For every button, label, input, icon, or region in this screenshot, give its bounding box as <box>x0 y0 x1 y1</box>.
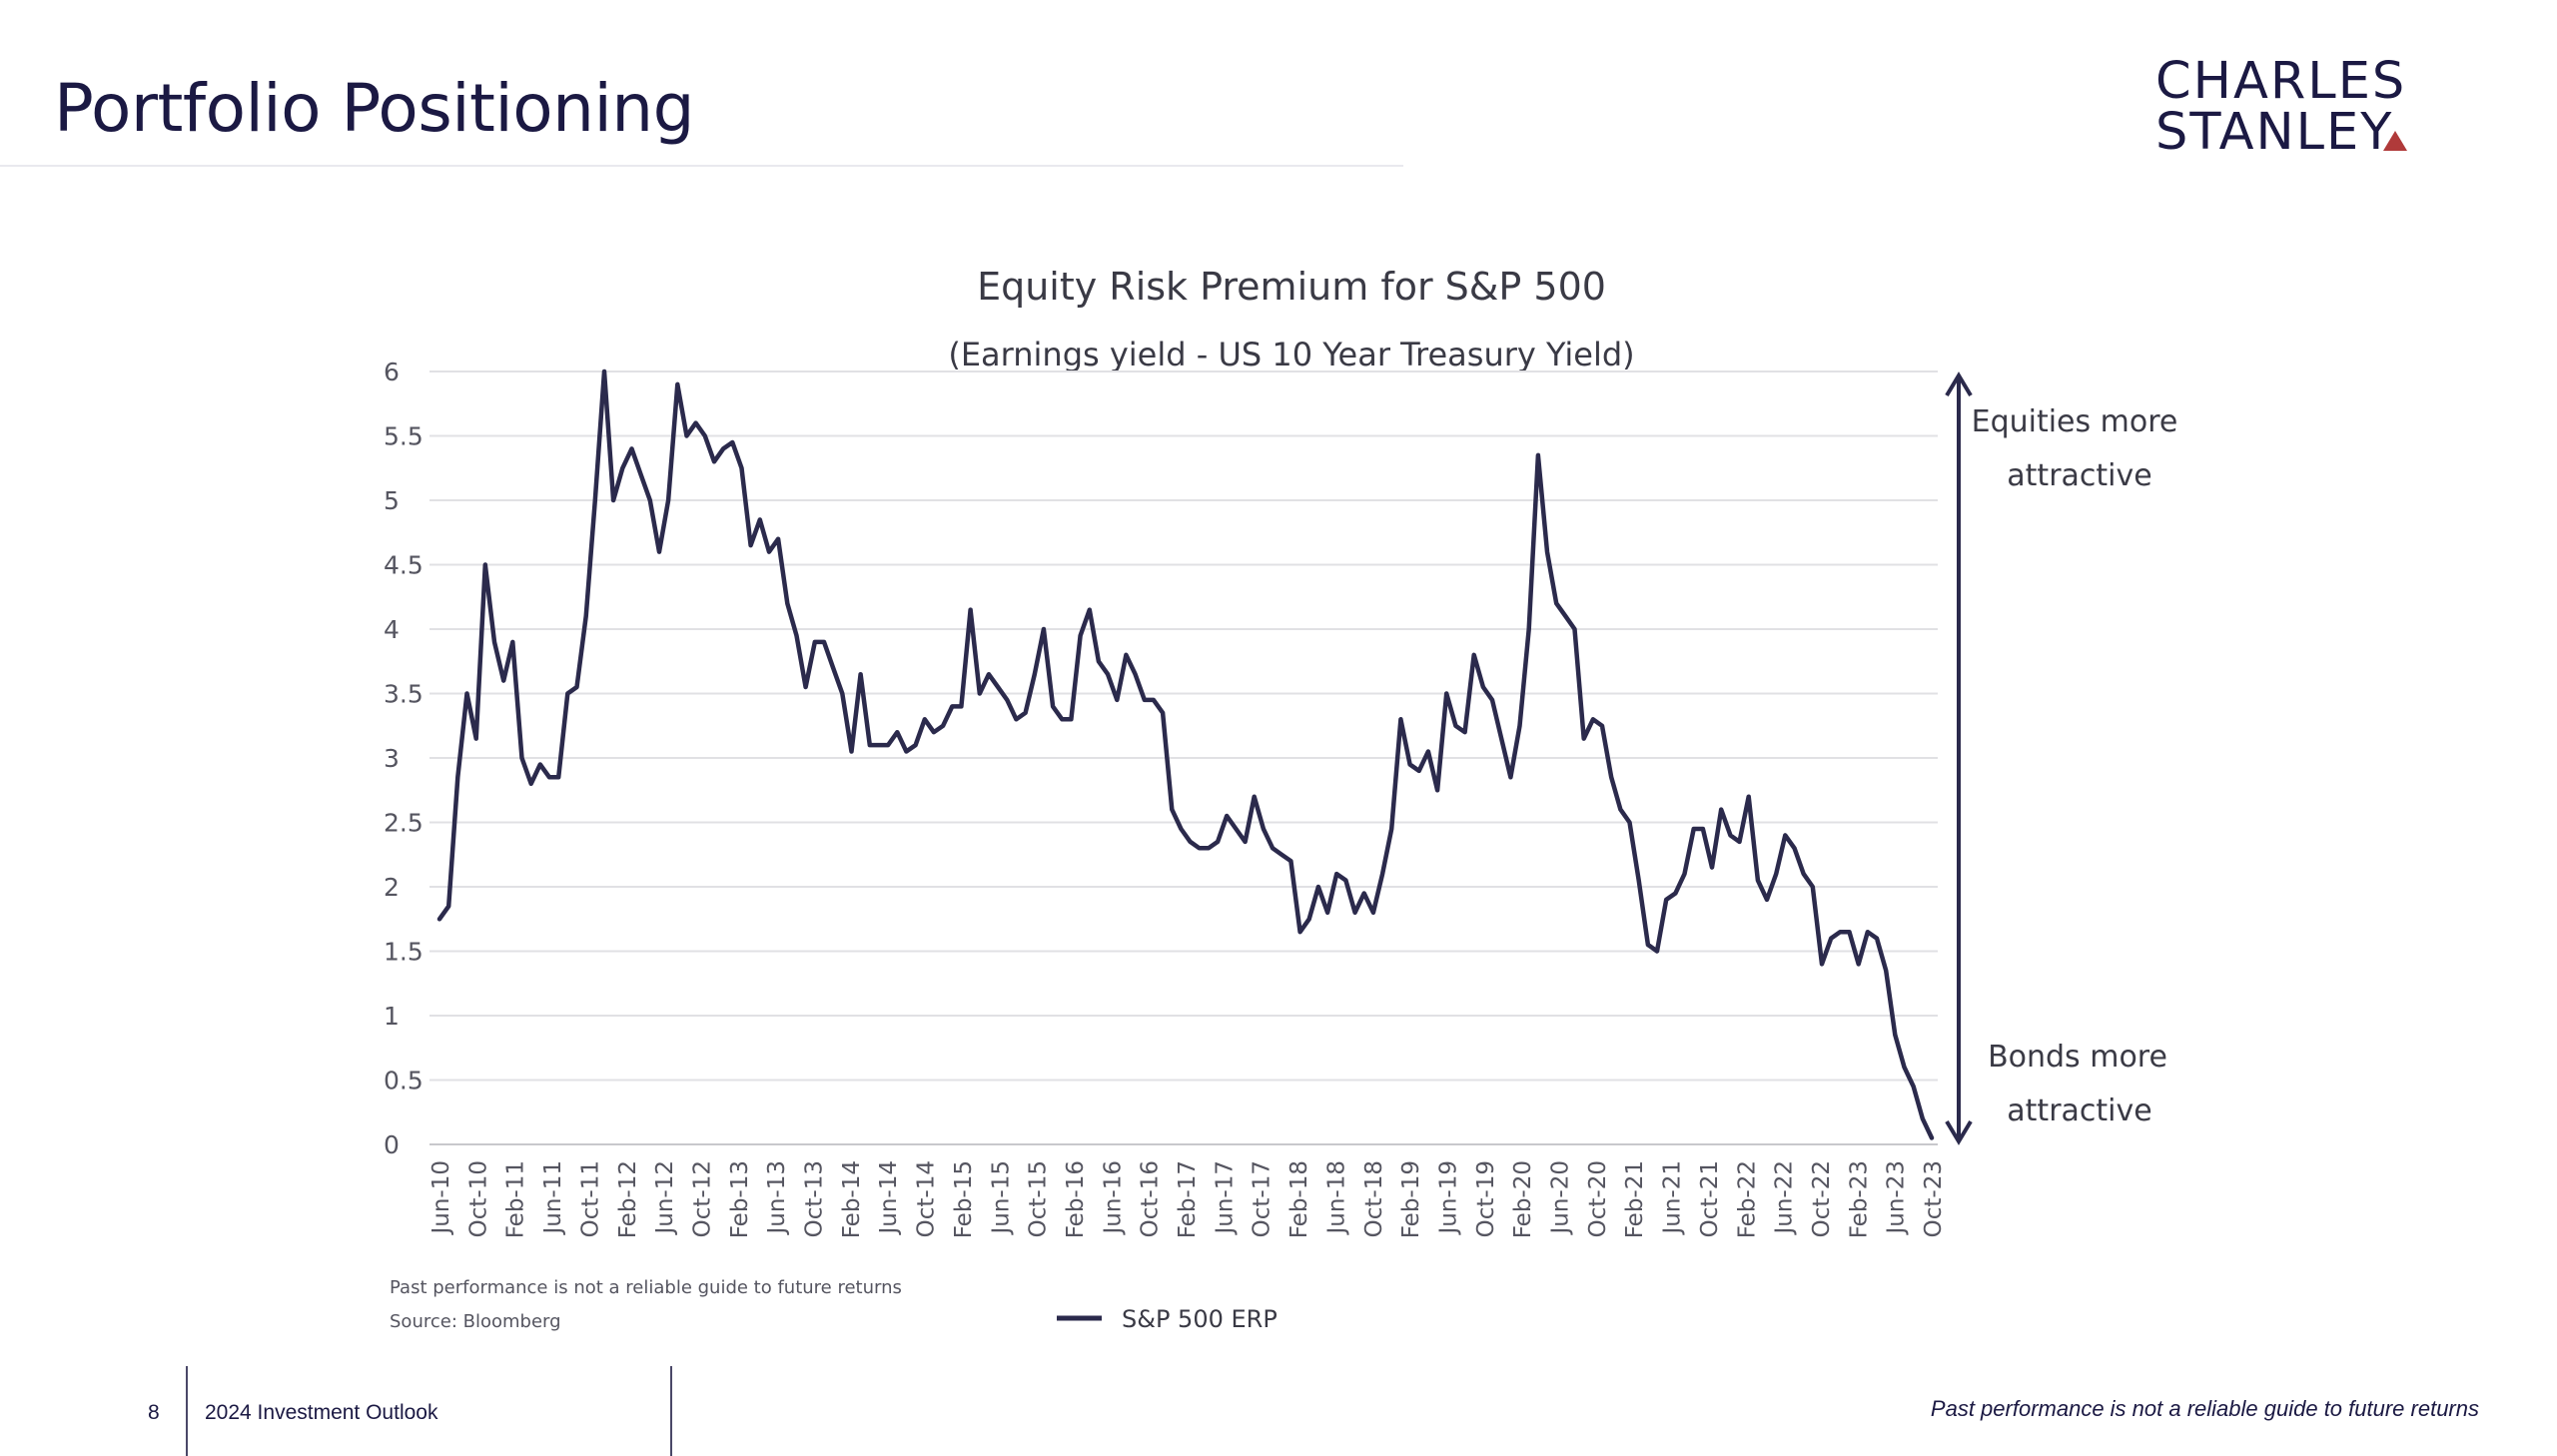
x-tick-label: Jun-23 <box>1884 1160 1910 1236</box>
annotation-bonds-line1: Bonds more <box>1988 1040 2167 1075</box>
document-title: 2024 Investment Outlook <box>205 1401 438 1424</box>
footer-divider-left <box>186 1366 188 1456</box>
x-tick-label: Feb-11 <box>503 1160 529 1238</box>
y-tick-label: 2 <box>384 873 400 902</box>
x-tick-label: Oct-11 <box>577 1160 603 1237</box>
page-number: 8 <box>148 1401 160 1424</box>
y-tick-label: 0 <box>384 1130 400 1159</box>
x-tick-label: Oct-20 <box>1585 1160 1611 1237</box>
x-tick-label: Jun-18 <box>1323 1160 1349 1236</box>
x-tick-label: Oct-23 <box>1921 1160 1947 1237</box>
x-tick-label: Oct-19 <box>1473 1160 1499 1237</box>
footer-disclaimer: Past performance is not a reliable guide… <box>1930 1396 2479 1421</box>
logo-line-2: STANLEY <box>2155 103 2394 162</box>
x-tick-label: Jun-11 <box>540 1160 566 1236</box>
y-tick-label: 4.5 <box>384 551 424 580</box>
chart-subtitle: (Earnings yield - US 10 Year Treasury Yi… <box>948 336 1634 373</box>
x-tick-label: Jun-14 <box>876 1160 902 1236</box>
direction-arrow <box>1945 371 1973 1145</box>
x-tick-label: Feb-13 <box>727 1160 753 1238</box>
x-tick-label: Jun-19 <box>1435 1160 1461 1236</box>
x-tick-label: Oct-18 <box>1361 1160 1387 1237</box>
x-tick-label: Feb-14 <box>839 1160 865 1238</box>
annotation-equities-line2: attractive <box>2007 458 2151 493</box>
y-tick-label: 3.5 <box>384 680 424 709</box>
charles-stanley-logo: CHARLES STANLEY <box>2155 56 2425 158</box>
legend-label: S&P 500 ERP <box>1122 1305 1278 1333</box>
y-tick-label: 1.5 <box>384 938 424 967</box>
x-tick-label: Jun-20 <box>1548 1160 1574 1236</box>
x-tick-label: Feb-18 <box>1286 1160 1312 1238</box>
x-tick-label: Feb-12 <box>615 1160 641 1238</box>
y-tick-label: 0.5 <box>384 1067 424 1095</box>
x-tick-label: Feb-21 <box>1622 1160 1648 1238</box>
series-line-sp500-erp <box>436 368 1935 1140</box>
y-axis-ticks: 0 0.5 1 1.5 2 2.5 3 3.5 4 4.5 5 5.5 6 <box>384 358 424 1159</box>
x-tick-label: Feb-17 <box>1175 1160 1201 1238</box>
annotation-bonds-line2: attractive <box>2007 1093 2151 1128</box>
x-tick-label: Oct-12 <box>689 1160 715 1237</box>
x-tick-label: Oct-21 <box>1697 1160 1723 1237</box>
logo-triangle-icon <box>2383 131 2407 151</box>
x-tick-label: Oct-13 <box>802 1160 828 1237</box>
x-tick-label: Jun-15 <box>988 1160 1014 1236</box>
x-tick-label: Oct-15 <box>1026 1160 1052 1237</box>
y-tick-label: 2.5 <box>384 809 424 838</box>
x-tick-label: Jun-16 <box>1100 1160 1126 1236</box>
x-tick-label: Oct-14 <box>914 1160 940 1237</box>
x-tick-label: Feb-16 <box>1063 1160 1089 1238</box>
y-tick-label: 5 <box>384 486 400 515</box>
page-title: Portfolio Positioning <box>54 70 695 147</box>
logo-line-1: CHARLES <box>2155 52 2407 111</box>
x-tick-label: Oct-10 <box>465 1160 491 1237</box>
chart-source: Source: Bloomberg <box>390 1311 561 1332</box>
y-tick-label: 1 <box>384 1002 400 1031</box>
x-tick-label: Feb-15 <box>951 1160 977 1238</box>
x-tick-label: Jun-13 <box>764 1160 790 1236</box>
x-tick-label: Jun-17 <box>1212 1160 1238 1236</box>
x-tick-label: Oct-17 <box>1250 1160 1276 1237</box>
annotation-equities-line1: Equities more <box>1972 404 2178 439</box>
erp-line-chart: Equity Risk Premium for S&P 500 (Earning… <box>384 265 2178 1333</box>
x-tick-label: Jun-22 <box>1772 1160 1798 1236</box>
x-tick-label: Feb-22 <box>1734 1160 1760 1238</box>
x-tick-label: Jun-10 <box>428 1160 454 1236</box>
x-axis-ticks: Jun-10 Oct-10 Feb-11 Jun-11 Oct-11 Feb-12 Jun-… <box>428 1160 1947 1238</box>
x-tick-label: Oct-22 <box>1809 1160 1835 1237</box>
y-tick-label: 4 <box>384 615 400 644</box>
chart-title: Equity Risk Premium for S&P 500 <box>977 265 1606 309</box>
x-tick-label: Jun-21 <box>1660 1160 1686 1236</box>
footer-divider-right <box>670 1366 672 1456</box>
x-tick-label: Jun-12 <box>652 1160 678 1236</box>
y-tick-label: 3 <box>384 744 400 773</box>
chart-gridlines <box>429 370 1938 1145</box>
x-tick-label: Feb-19 <box>1398 1160 1424 1238</box>
chart-legend: S&P 500 ERP <box>1057 1305 1278 1333</box>
chart-note: Past performance is not a reliable guide… <box>390 1277 902 1298</box>
title-divider <box>0 165 1403 167</box>
y-tick-label: 5.5 <box>384 422 424 451</box>
x-tick-label: Feb-20 <box>1510 1160 1536 1238</box>
x-tick-label: Feb-23 <box>1846 1160 1872 1238</box>
y-tick-label: 6 <box>384 358 400 386</box>
x-tick-label: Oct-16 <box>1138 1160 1164 1237</box>
